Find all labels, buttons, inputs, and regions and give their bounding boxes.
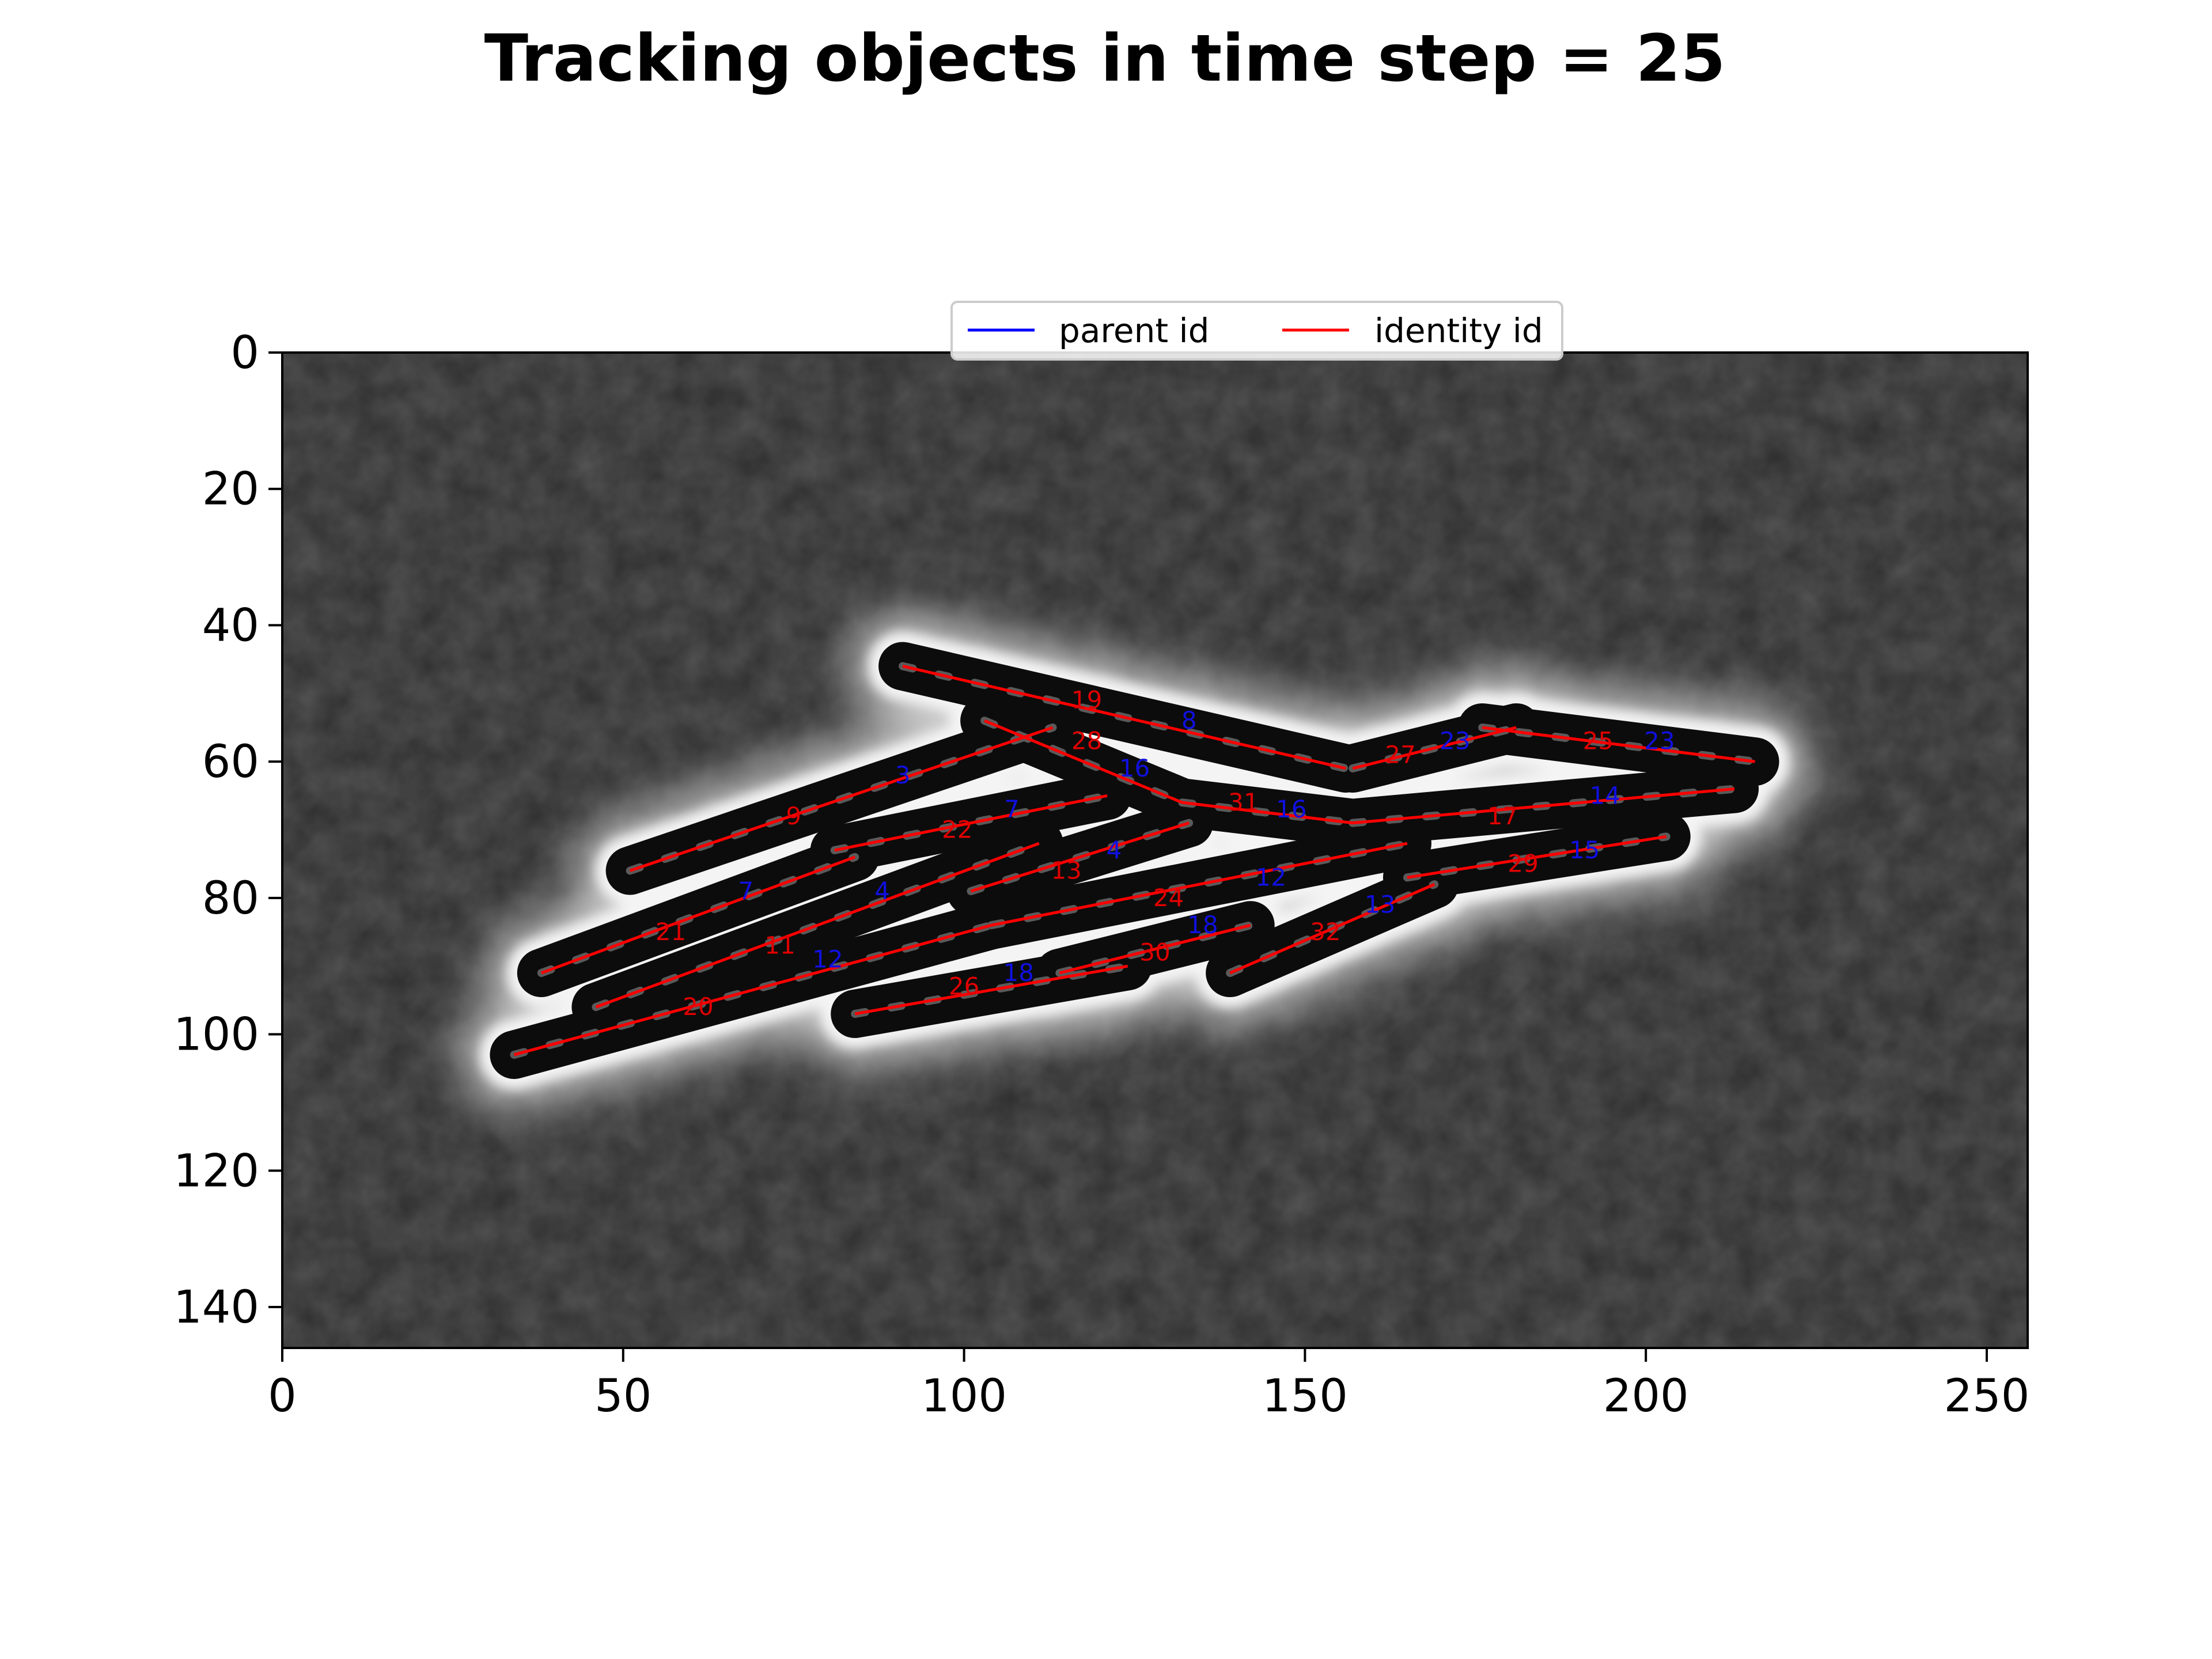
x-tick-label: 200: [1603, 1370, 1689, 1422]
chart-title: Tracking objects in time step = 25: [484, 21, 1726, 96]
parent-label-3: 3: [895, 761, 911, 789]
parent-label-7: 7: [738, 877, 753, 905]
identity-label-30: 30: [1139, 938, 1170, 967]
identity-label-22: 22: [942, 815, 972, 843]
x-tick-label: 150: [1262, 1370, 1348, 1422]
x-tick-label: 50: [594, 1370, 652, 1422]
identity-label-11: 11: [764, 931, 795, 960]
y-tick-label: 20: [202, 464, 259, 516]
identity-segment-27: [1352, 726, 1517, 770]
parent-label-16: 16: [1119, 754, 1150, 782]
parent-label-8: 8: [1181, 706, 1197, 734]
x-tick-label: 0: [268, 1370, 297, 1422]
parent-label-14: 14: [1589, 781, 1620, 809]
y-tick-label: 80: [202, 873, 259, 925]
identity-label-19: 19: [1071, 686, 1102, 714]
identity-label-17: 17: [1487, 802, 1518, 830]
parent-label-18: 18: [1187, 911, 1218, 939]
identity-segment-13: [970, 821, 1190, 893]
identity-segment-20: [513, 923, 992, 1056]
parent-label-7: 7: [1004, 795, 1020, 823]
parent-label-23: 23: [1440, 727, 1470, 755]
identity-segment-32: [1229, 882, 1435, 975]
identity-segment-11: [595, 842, 1040, 1009]
parent-label-4: 4: [1107, 836, 1122, 864]
legend: parent id identity id: [950, 301, 1563, 361]
identity-segment-17: [1353, 787, 1735, 825]
identity-label-21: 21: [656, 918, 686, 946]
identity-segment-25: [1482, 726, 1755, 763]
identity-segment-19: [902, 665, 1346, 770]
identity-segment-24: [991, 842, 1408, 927]
identity-segment-26: [854, 964, 1128, 1016]
x-tick-label: 100: [921, 1370, 1007, 1422]
identity-label-32: 32: [1310, 918, 1340, 946]
identity-segment-21: [540, 855, 856, 975]
y-tick-label: 100: [173, 1009, 259, 1061]
identity-segment-30: [1059, 923, 1251, 975]
identity-label-25: 25: [1583, 727, 1613, 755]
identity-segment-28: [984, 719, 1183, 804]
parent-label-15: 15: [1569, 836, 1600, 864]
parent-label-16: 16: [1276, 795, 1306, 823]
parent-label-12: 12: [1255, 863, 1286, 891]
identity-segment-31: [1182, 801, 1353, 825]
plot-area: [282, 353, 2028, 1348]
identity-segments: [513, 665, 1755, 1056]
y-axis: 0 20 40 60 80 100 120 140: [173, 327, 282, 1334]
identity-segment-29: [1407, 835, 1667, 879]
identity-segment-9: [629, 726, 1054, 872]
identity-label-28: 28: [1071, 727, 1102, 755]
identity-label-31: 31: [1228, 788, 1259, 816]
y-tick-label: 140: [173, 1282, 259, 1334]
y-tick-label: 60: [202, 736, 259, 788]
identity-label-27: 27: [1385, 740, 1415, 768]
legend-label-parent: parent id: [1059, 311, 1209, 350]
y-tick-label: 40: [202, 600, 259, 652]
identity-segment-22: [834, 794, 1108, 852]
identity-label-24: 24: [1153, 884, 1184, 912]
y-tick-label: 120: [173, 1145, 259, 1197]
parent-label-13: 13: [1365, 891, 1395, 919]
identity-label-20: 20: [683, 993, 713, 1021]
parent-label-12: 12: [812, 945, 843, 973]
legend-label-identity: identity id: [1374, 311, 1543, 350]
parent-label-23: 23: [1644, 727, 1675, 755]
identity-label-26: 26: [949, 972, 979, 1001]
legend-box: [950, 301, 1563, 361]
identity-label-9: 9: [786, 802, 801, 830]
y-tick-label: 0: [230, 327, 259, 379]
identity-label-13: 13: [1051, 857, 1081, 885]
parent-label-18: 18: [1003, 959, 1034, 987]
identity-label-29: 29: [1508, 850, 1538, 878]
parent-label-4: 4: [874, 877, 890, 905]
x-tick-label: 250: [1944, 1370, 2030, 1422]
x-axis: 0 50 100 150 200 250: [268, 1348, 2029, 1422]
